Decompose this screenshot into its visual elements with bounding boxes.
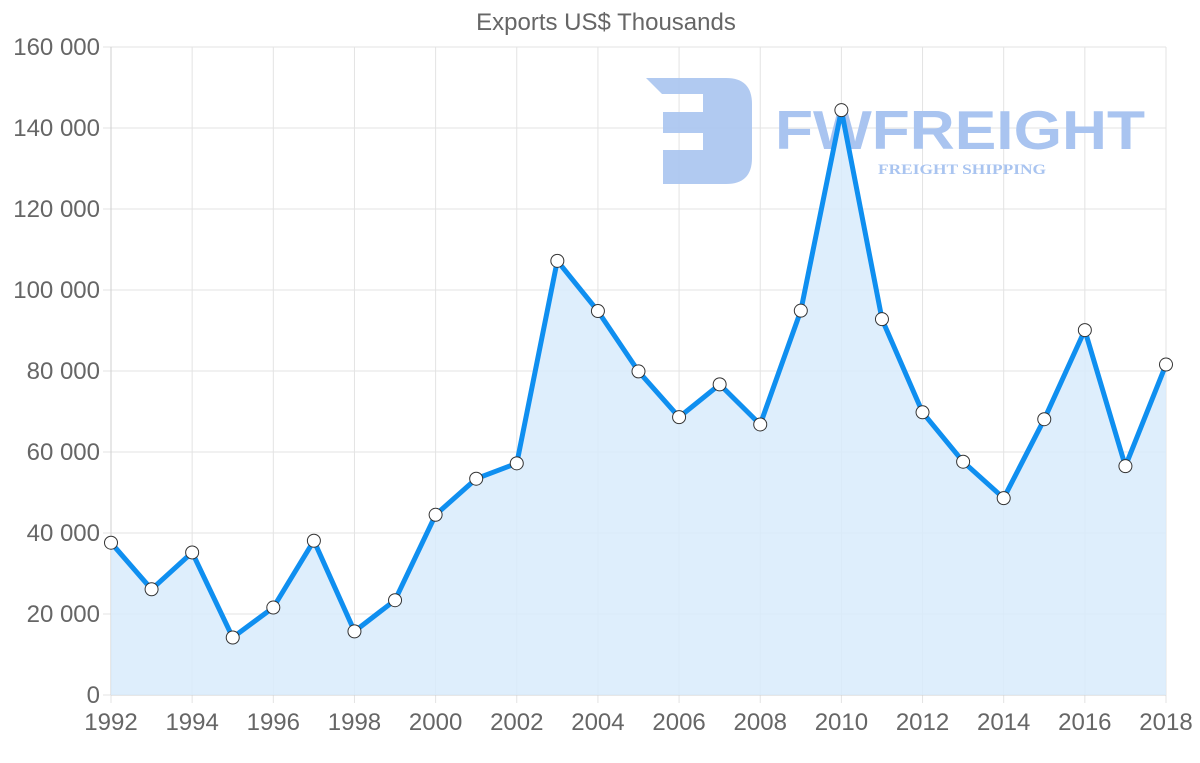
fwfreight-logo-icon <box>646 78 752 184</box>
data-point-1999[interactable] <box>388 593 403 608</box>
data-points <box>104 103 1173 645</box>
x-tick-label: 1992 <box>84 709 137 736</box>
x-tick-label: 2010 <box>815 709 868 736</box>
data-point-1998[interactable] <box>347 624 362 639</box>
data-point-1997[interactable] <box>306 533 321 548</box>
y-tick-label: 40 000 <box>27 520 100 547</box>
x-tick-label: 2018 <box>1139 709 1192 736</box>
y-axis-ticks: 0 20 000 40 000 60 000 80 000 100 000 120 000 1… <box>13 34 100 709</box>
data-point-2008[interactable] <box>753 417 768 432</box>
x-tick-label: 2004 <box>571 709 624 736</box>
y-tick-label: 80 000 <box>27 358 100 385</box>
data-point-2011[interactable] <box>874 312 889 327</box>
data-point-2001[interactable] <box>469 471 484 486</box>
data-point-2003[interactable] <box>550 253 565 268</box>
data-point-1996[interactable] <box>266 600 281 615</box>
data-point-1995[interactable] <box>225 630 240 645</box>
data-point-2017[interactable] <box>1118 459 1133 474</box>
data-point-2009[interactable] <box>793 303 808 318</box>
data-point-2007[interactable] <box>712 377 727 392</box>
data-point-1994[interactable] <box>185 545 200 560</box>
y-tick-label: 60 000 <box>27 439 100 466</box>
x-tick-label: 2016 <box>1058 709 1111 736</box>
y-tick-label: 160 000 <box>13 34 100 61</box>
y-tick-label: 140 000 <box>13 115 100 142</box>
x-tick-label: 2002 <box>490 709 543 736</box>
x-tick-label: 1998 <box>328 709 381 736</box>
x-tick-label: 2006 <box>652 709 705 736</box>
y-tick-label: 0 <box>87 682 100 709</box>
y-tick-label: 20 000 <box>27 601 100 628</box>
y-tick-label: 100 000 <box>13 277 100 304</box>
data-point-2014[interactable] <box>996 491 1011 506</box>
data-point-2000[interactable] <box>428 507 443 522</box>
data-point-2005[interactable] <box>631 364 646 379</box>
x-tick-label: 1994 <box>165 709 218 736</box>
data-point-2002[interactable] <box>509 456 524 471</box>
watermark-tagline: FREIGHT SHIPPING <box>878 162 1046 178</box>
x-tick-label: 2008 <box>734 709 787 736</box>
data-point-2010[interactable] <box>834 103 849 118</box>
data-point-2004[interactable] <box>590 304 605 319</box>
x-tick-label: 2012 <box>896 709 949 736</box>
y-tick-label: 120 000 <box>13 196 100 223</box>
data-point-2015[interactable] <box>1037 412 1052 427</box>
data-point-2006[interactable] <box>672 410 687 425</box>
data-point-2018[interactable] <box>1159 357 1173 372</box>
data-point-2016[interactable] <box>1077 323 1092 338</box>
data-point-1992[interactable] <box>104 535 118 550</box>
data-point-1993[interactable] <box>144 582 159 597</box>
x-tick-label: 2014 <box>977 709 1030 736</box>
area-fill <box>111 110 1166 695</box>
x-tick-label: 2000 <box>409 709 462 736</box>
data-point-2012[interactable] <box>915 405 930 420</box>
chart-title: Exports US$ Thousands <box>476 9 736 36</box>
x-tick-label: 1996 <box>247 709 300 736</box>
fwfreight-watermark-logo: FWFREIGHT FREIGHT SHIPPING <box>646 78 1145 184</box>
x-axis-ticks: 1992 1994 1996 1998 2000 2002 2004 2006 2008 2010… <box>84 709 1192 736</box>
data-point-2013[interactable] <box>956 454 971 469</box>
